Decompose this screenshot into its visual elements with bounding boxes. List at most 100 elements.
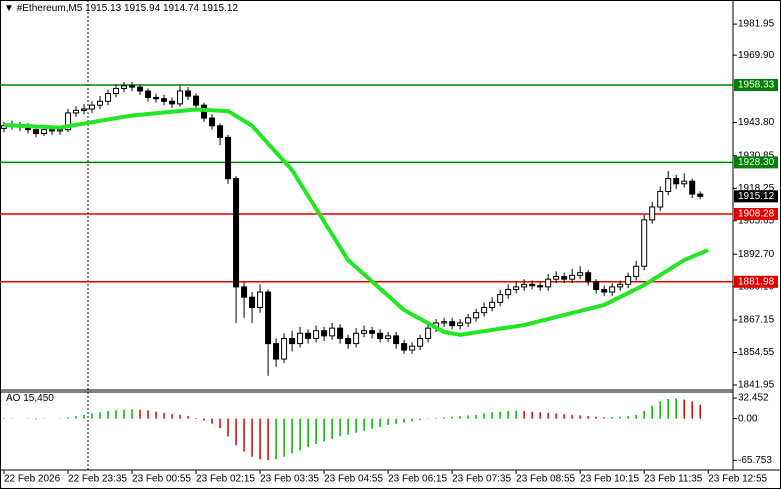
candle-body <box>337 327 344 339</box>
price-box <box>734 190 778 203</box>
candle-body <box>177 90 184 105</box>
candle-body <box>145 90 152 98</box>
candle-body <box>281 337 288 360</box>
candle-body <box>585 272 592 283</box>
candle-body <box>409 345 416 351</box>
candle-body <box>697 193 704 197</box>
candle-body <box>249 296 256 309</box>
candle-body <box>321 330 328 337</box>
candle-body <box>657 191 664 208</box>
candle-body <box>553 276 560 280</box>
candle-body <box>417 337 424 347</box>
candle-body <box>689 180 696 195</box>
y-tick-label: 1892.70 <box>738 249 775 260</box>
candle-body <box>73 109 80 114</box>
y-tick-label: 1905.65 <box>738 215 775 226</box>
level-label: 1928.30 <box>738 157 775 168</box>
x-tick-label: 22 Feb 2026 <box>4 474 61 485</box>
candle-body <box>273 343 280 360</box>
y-tick-label: 1841.95 <box>738 380 775 391</box>
candle-body <box>33 129 40 135</box>
candle-body <box>89 104 96 110</box>
candle-body <box>377 332 384 339</box>
ao-tick-label: 32.452 <box>738 393 769 404</box>
candle-body <box>577 272 584 276</box>
candle-body <box>369 330 376 334</box>
y-tick-label: 1854.55 <box>738 347 775 358</box>
candle-body <box>649 206 656 221</box>
candle-body <box>81 108 88 111</box>
candle-body <box>473 312 480 319</box>
x-tick-label: 23 Feb 03:35 <box>260 474 319 485</box>
x-tick-label: 23 Feb 02:15 <box>196 474 255 485</box>
candle-body <box>193 95 200 106</box>
y-tick-label: 1867.15 <box>738 315 775 326</box>
candle-body <box>441 321 448 324</box>
candle-body <box>393 335 400 345</box>
candle-body <box>665 178 672 193</box>
candle-body <box>169 100 176 105</box>
level-box <box>734 207 778 220</box>
candle-body <box>329 327 336 337</box>
candle-body <box>401 343 408 351</box>
x-tick-label: 23 Feb 04:55 <box>324 474 383 485</box>
y-tick-label: 1918.25 <box>738 183 775 194</box>
candle-body <box>641 219 648 267</box>
candle-body <box>289 337 296 345</box>
candle-body <box>561 276 568 280</box>
candle-body <box>537 285 544 288</box>
candle-body <box>361 330 368 334</box>
x-tick-label: 23 Feb 08:55 <box>516 474 575 485</box>
candle-body <box>529 283 536 287</box>
candle-body <box>113 87 120 95</box>
price-label: 1915.12 <box>738 191 775 202</box>
candle-body <box>41 129 48 135</box>
candle-body <box>625 276 632 285</box>
candle-body <box>97 100 104 106</box>
x-tick-label: 23 Feb 11:35 <box>644 474 703 485</box>
level-label: 1908.28 <box>738 209 775 220</box>
candle-body <box>449 321 456 327</box>
low: 1914.74 <box>162 3 200 14</box>
y-tick-label: 1930.85 <box>738 150 775 161</box>
close: 1915.12 <box>201 3 239 14</box>
candle-body <box>425 327 432 339</box>
candle-body <box>57 129 64 132</box>
candle-body <box>225 136 232 180</box>
indicator-title: AO 15,450 <box>6 393 54 404</box>
x-tick-label: 22 Feb 23:35 <box>68 474 127 485</box>
y-tick-label: 1943.80 <box>738 117 775 128</box>
ao-tick-label: -65.753 <box>738 455 772 466</box>
candle-body <box>313 330 320 339</box>
high: 1915.94 <box>124 3 161 14</box>
candle-body <box>489 301 496 309</box>
level-box <box>734 275 778 288</box>
symbol: #Ethereum,M5 <box>16 3 83 14</box>
candle-body <box>153 96 160 100</box>
candle-body <box>505 288 512 296</box>
candle-body <box>217 125 224 138</box>
x-tick-label: 23 Feb 07:35 <box>452 474 511 485</box>
candle-body <box>297 332 304 345</box>
level-label: 1958.33 <box>738 80 775 91</box>
candle-body <box>185 90 192 97</box>
level-box <box>734 78 778 91</box>
candle-body <box>49 129 56 132</box>
candle-body <box>497 294 504 303</box>
candle-body <box>257 291 264 309</box>
candle-body <box>385 335 392 339</box>
candle-body <box>265 291 272 345</box>
candle-body <box>513 286 520 290</box>
x-tick-label: 23 Feb 10:15 <box>580 474 639 485</box>
candle-body <box>545 278 552 288</box>
candle-body <box>65 112 72 131</box>
candle-body <box>305 332 312 339</box>
candle-body <box>345 337 352 345</box>
moving-average <box>3 107 709 337</box>
candle-body <box>521 283 528 288</box>
candle-body <box>353 332 360 345</box>
candle-body <box>465 317 472 324</box>
